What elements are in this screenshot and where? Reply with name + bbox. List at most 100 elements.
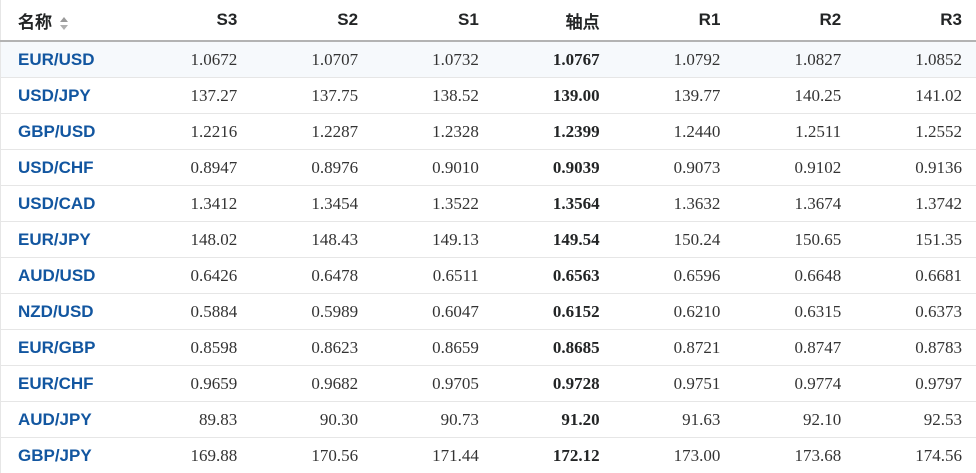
- cell-s3: 0.5884: [130, 293, 252, 330]
- cell-r1: 0.9073: [613, 149, 735, 186]
- pair-link[interactable]: AUD/JPY: [18, 409, 92, 429]
- cell-s3: 137.27: [130, 77, 252, 114]
- cell-r1: 1.0792: [613, 41, 735, 78]
- pair-link[interactable]: USD/JPY: [18, 85, 91, 105]
- cell-s1: 0.9705: [372, 365, 493, 402]
- cell-s2: 0.9682: [251, 365, 373, 402]
- cell-r1: 0.6596: [613, 257, 735, 294]
- cell-s3: 148.02: [130, 221, 252, 258]
- cell-pivot: 172.12: [492, 437, 614, 473]
- column-header-s2[interactable]: S2: [251, 0, 373, 42]
- cell-r2: 0.9774: [734, 365, 856, 402]
- cell-name: GBP/JPY: [0, 437, 131, 473]
- pair-link[interactable]: NZD/USD: [18, 301, 94, 321]
- cell-r3: 174.56: [855, 437, 976, 473]
- column-header-s3[interactable]: S3: [130, 0, 252, 42]
- pair-link[interactable]: EUR/GBP: [18, 337, 96, 357]
- pair-link[interactable]: EUR/CHF: [18, 373, 94, 393]
- cell-pivot: 149.54: [492, 221, 614, 258]
- pair-link[interactable]: GBP/USD: [18, 121, 96, 141]
- cell-r1: 150.24: [613, 221, 735, 258]
- table-row: EUR/JPY 148.02 148.43 149.13 149.54 150.24 150…: [0, 221, 976, 258]
- cell-r2: 0.6315: [734, 293, 856, 330]
- cell-r2: 0.9102: [734, 149, 856, 186]
- table-row: USD/JPY 137.27 137.75 138.52 139.00 139.77 140…: [0, 77, 976, 114]
- pair-link[interactable]: GBP/JPY: [18, 445, 92, 465]
- cell-r3: 0.8783: [855, 329, 976, 366]
- table-row: USD/CAD 1.3412 1.3454 1.3522 1.3564 1.3632 1.3…: [0, 185, 976, 222]
- cell-r1: 173.00: [613, 437, 735, 473]
- cell-s3: 89.83: [130, 401, 252, 438]
- cell-r2: 0.6648: [734, 257, 856, 294]
- cell-r2: 140.25: [734, 77, 856, 114]
- table-body: EUR/USD 1.0672 1.0707 1.0732 1.0767 1.0792 1.0…: [0, 41, 976, 473]
- table-row: GBP/USD 1.2216 1.2287 1.2328 1.2399 1.2440 1.2…: [0, 113, 976, 150]
- cell-r3: 0.6681: [855, 257, 976, 294]
- pair-link[interactable]: USD/CHF: [18, 157, 94, 177]
- column-header-pivot[interactable]: 轴点: [492, 0, 614, 42]
- cell-r1: 0.6210: [613, 293, 735, 330]
- cell-pivot: 1.2399: [492, 113, 614, 150]
- cell-name: AUD/USD: [0, 257, 131, 294]
- cell-s3: 0.8598: [130, 329, 252, 366]
- cell-s2: 0.8623: [251, 329, 373, 366]
- cell-s2: 90.30: [251, 401, 373, 438]
- column-header-label: 轴点: [565, 12, 600, 32]
- cell-pivot: 139.00: [492, 77, 614, 114]
- cell-s3: 0.8947: [130, 149, 252, 186]
- cell-r2: 92.10: [734, 401, 856, 438]
- cell-name: EUR/CHF: [0, 365, 131, 402]
- cell-s2: 0.8976: [251, 149, 373, 186]
- cell-name: USD/CHF: [0, 149, 131, 186]
- cell-s1: 1.2328: [372, 113, 493, 150]
- cell-r3: 1.3742: [855, 185, 976, 222]
- cell-s2: 1.3454: [251, 185, 373, 222]
- column-header-r3[interactable]: R3: [855, 0, 976, 42]
- column-header-name[interactable]: 名称: [0, 0, 131, 42]
- cell-pivot: 0.6152: [492, 293, 614, 330]
- cell-s1: 1.3522: [372, 185, 493, 222]
- cell-r2: 0.8747: [734, 329, 856, 366]
- column-header-label: R3: [940, 10, 962, 29]
- cell-pivot: 0.9039: [492, 149, 614, 186]
- column-header-s1[interactable]: S1: [372, 0, 493, 42]
- cell-s1: 138.52: [372, 77, 493, 114]
- table-row: AUD/JPY 89.83 90.30 90.73 91.20 91.63 92.10 92.…: [0, 401, 976, 438]
- cell-r2: 173.68: [734, 437, 856, 473]
- table-header: 名称 S3 S2 S1 轴点 R1 R2 R3: [0, 0, 976, 42]
- cell-s3: 0.9659: [130, 365, 252, 402]
- pair-link[interactable]: AUD/USD: [18, 265, 96, 285]
- cell-r3: 151.35: [855, 221, 976, 258]
- cell-r3: 0.9797: [855, 365, 976, 402]
- cell-s1: 0.9010: [372, 149, 493, 186]
- table-row: AUD/USD 0.6426 0.6478 0.6511 0.6563 0.6596 0.6…: [0, 257, 976, 294]
- cell-s2: 0.6478: [251, 257, 373, 294]
- cell-r1: 0.8721: [613, 329, 735, 366]
- cell-name: NZD/USD: [0, 293, 131, 330]
- pair-link[interactable]: USD/CAD: [18, 193, 96, 213]
- pair-link[interactable]: EUR/JPY: [18, 229, 91, 249]
- column-header-label: R2: [819, 10, 842, 29]
- cell-r1: 1.3632: [613, 185, 735, 222]
- cell-s2: 137.75: [251, 77, 373, 114]
- cell-s1: 171.44: [372, 437, 493, 473]
- cell-s2: 1.2287: [251, 113, 373, 150]
- cell-pivot: 0.9728: [492, 365, 614, 402]
- cell-pivot: 1.3564: [492, 185, 614, 222]
- cell-s1: 0.6047: [372, 293, 493, 330]
- sort-icon[interactable]: [60, 16, 69, 30]
- column-header-label: 名称: [18, 12, 52, 32]
- cell-s2: 148.43: [251, 221, 373, 258]
- column-header-r2[interactable]: R2: [734, 0, 856, 42]
- cell-r3: 1.2552: [855, 113, 976, 150]
- cell-pivot: 0.6563: [492, 257, 614, 294]
- cell-r1: 91.63: [613, 401, 735, 438]
- column-header-r1[interactable]: R1: [613, 0, 735, 42]
- cell-r2: 150.65: [734, 221, 856, 258]
- cell-r3: 0.6373: [855, 293, 976, 330]
- cell-s1: 0.8659: [372, 329, 493, 366]
- pair-link[interactable]: EUR/USD: [18, 49, 95, 69]
- cell-s1: 149.13: [372, 221, 493, 258]
- cell-s1: 90.73: [372, 401, 493, 438]
- cell-r3: 0.9136: [855, 149, 976, 186]
